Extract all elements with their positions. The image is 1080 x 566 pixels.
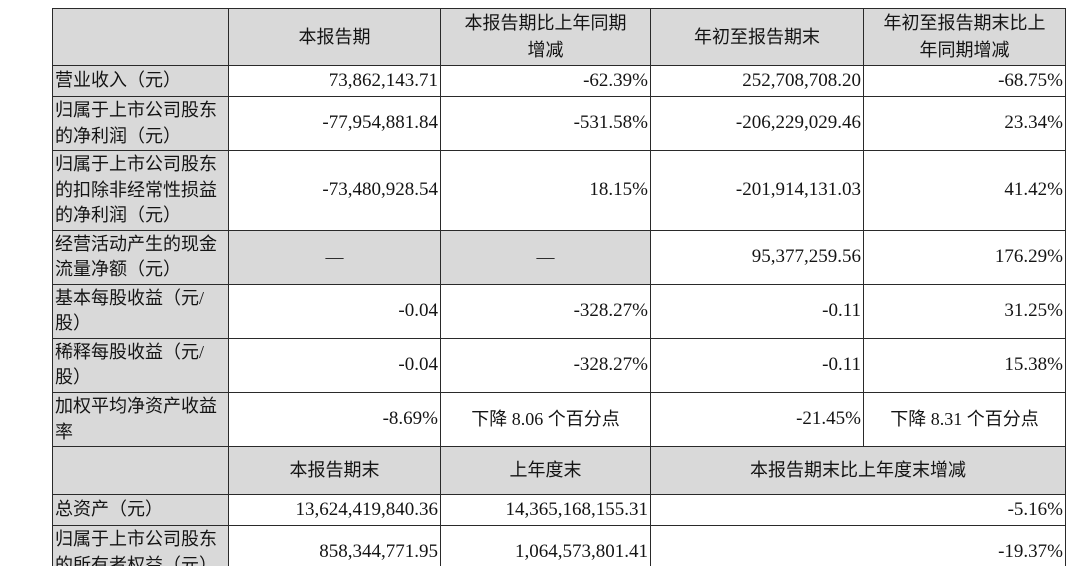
value-cell: -68.75% (863, 65, 1066, 97)
table-row-operating-cash-flow: 经营活动产生的现金流量净额（元） — — 95,377,259.56 176.2… (52, 229, 1066, 285)
value-cell-text: 下降 8.31 个百分点 (863, 392, 1066, 448)
value-cell: -206,229,029.46 (650, 95, 864, 152)
metric-label-cell: 经营活动产生的现金流量净额（元） (52, 229, 229, 285)
table-row-operating-revenue: 营业收入（元） 73,862,143.71 -62.39% 252,708,70… (52, 65, 1066, 97)
value-cell: -21.45% (650, 392, 864, 448)
corner-cell (52, 8, 229, 66)
value-cell-change: -5.16% (650, 494, 1066, 527)
col-header-ytd: 年初至报告期末 (650, 8, 864, 66)
col-header-label: 本报告期 (298, 26, 371, 47)
value-cell: 858,344,771.95 (228, 525, 441, 566)
value-cell: -0.04 (228, 337, 441, 394)
metric-label-cell: 归属于上市公司股东的净利润（元） (52, 95, 229, 152)
value-cell-text: 下降 8.06 个百分点 (440, 392, 651, 448)
table-row-net-profit-excl-nonrecurring: 归属于上市公司股东的扣除非经常性损益的净利润（元） -73,480,928.54… (52, 150, 1066, 231)
value-cell: 1,064,573,801.41 (440, 525, 651, 566)
table-row-shareholders-equity: 归属于上市公司股东的所有者权益（元） 858,344,771.95 1,064,… (52, 525, 1066, 566)
value-cell: -0.11 (650, 337, 864, 394)
col-header-ytd-yoy: 年初至报告期末比上年同期增减 (863, 8, 1066, 66)
value-cell-dash: — (228, 229, 441, 285)
value-cell-change: -19.37% (650, 525, 1066, 566)
value-cell-dash: — (440, 229, 651, 285)
table-row-net-profit: 归属于上市公司股东的净利润（元） -77,954,881.84 -531.58%… (52, 95, 1066, 152)
value-cell: -77,954,881.84 (228, 95, 441, 152)
value-cell: -73,480,928.54 (228, 150, 441, 231)
value-cell: 15.38% (863, 337, 1066, 394)
value-cell: 73,862,143.71 (228, 65, 441, 97)
metric-label-cell: 稀释每股收益（元/股） (52, 337, 229, 394)
col-header-label: 年初至报告期末比上年同期增减 (883, 13, 1046, 60)
metric-label-cell: 基本每股收益（元/股） (52, 283, 229, 339)
value-cell: -201,914,131.03 (650, 150, 864, 231)
col-header-label: 本报告期比上年同期增减 (464, 13, 627, 60)
value-cell: 13,624,419,840.36 (228, 494, 441, 527)
col-header-prior-year-end: 上年度末 (440, 446, 651, 496)
col-header-change-vs-prior-year-end: 本报告期末比上年度末增减 (650, 446, 1066, 496)
value-cell: -531.58% (440, 95, 651, 152)
metric-label-cell: 营业收入（元） (52, 65, 229, 97)
metric-label-cell: 归属于上市公司股东的所有者权益（元） (52, 525, 229, 566)
metric-label-cell: 加权平均净资产收益率 (52, 392, 229, 448)
value-cell: -0.04 (228, 283, 441, 339)
value-cell: 23.34% (863, 95, 1066, 152)
metric-label-cell: 总资产（元） (52, 494, 229, 527)
table-row-basic-eps: 基本每股收益（元/股） -0.04 -328.27% -0.11 31.25% (52, 283, 1066, 339)
col-header-label: 本报告期末 (289, 460, 380, 481)
value-cell: 95,377,259.56 (650, 229, 864, 285)
table-row-weighted-avg-roe: 加权平均净资产收益率 -8.69% 下降 8.06 个百分点 -21.45% 下… (52, 392, 1066, 448)
header-row-period: 本报告期 本报告期比上年同期增减 年初至报告期末 年初至报告期末比上年同期增减 (52, 8, 1066, 66)
table-row-total-assets: 总资产（元） 13,624,419,840.36 14,365,168,155.… (52, 494, 1066, 527)
value-cell: -0.11 (650, 283, 864, 339)
value-cell: 176.29% (863, 229, 1066, 285)
table-row-diluted-eps: 稀释每股收益（元/股） -0.04 -328.27% -0.11 15.38% (52, 337, 1066, 394)
value-cell: -8.69% (228, 392, 441, 448)
col-header-label: 年初至报告期末 (694, 26, 820, 47)
metric-label-cell: 归属于上市公司股东的扣除非经常性损益的净利润（元） (52, 150, 229, 231)
col-header-end-of-period: 本报告期末 (228, 446, 441, 496)
value-cell: 18.15% (440, 150, 651, 231)
value-cell: -328.27% (440, 337, 651, 394)
value-cell: 31.25% (863, 283, 1066, 339)
value-cell: -328.27% (440, 283, 651, 339)
value-cell: -62.39% (440, 65, 651, 97)
value-cell: 14,365,168,155.31 (440, 494, 651, 527)
value-cell: 41.42% (863, 150, 1066, 231)
col-header-label: 上年度末 (509, 460, 582, 481)
header-row-balance: 本报告期末 上年度末 本报告期末比上年度末增减 (52, 446, 1066, 496)
value-cell: 252,708,708.20 (650, 65, 864, 97)
corner-cell (52, 446, 229, 496)
col-header-label: 本报告期末比上年度末增减 (750, 459, 966, 480)
col-header-current-period-yoy: 本报告期比上年同期增减 (440, 8, 651, 66)
col-header-current-period: 本报告期 (228, 8, 441, 66)
quarterly-financials-table: 本报告期 本报告期比上年同期增减 年初至报告期末 年初至报告期末比上年同期增减 … (52, 8, 1066, 566)
